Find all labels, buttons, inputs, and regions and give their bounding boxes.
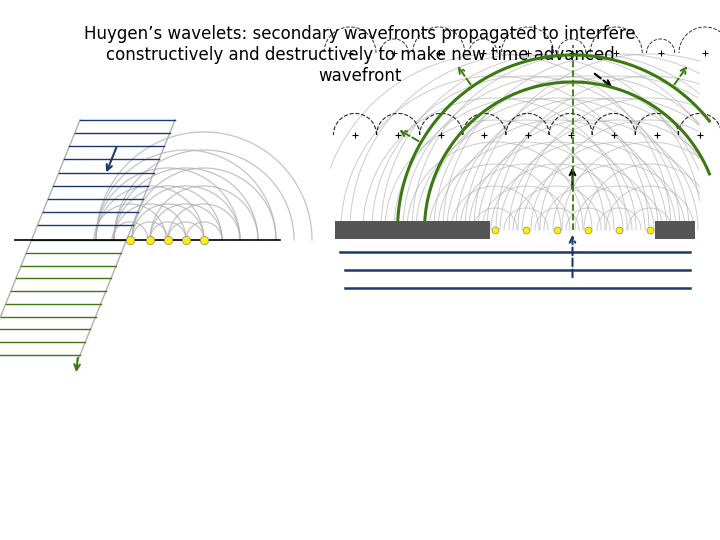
Bar bbox=[655, 221, 695, 239]
Text: Huygen’s wavelets: secondary wavefronts propagated to interfere
constructively a: Huygen’s wavelets: secondary wavefronts … bbox=[84, 25, 636, 85]
Bar bbox=[335, 221, 490, 239]
